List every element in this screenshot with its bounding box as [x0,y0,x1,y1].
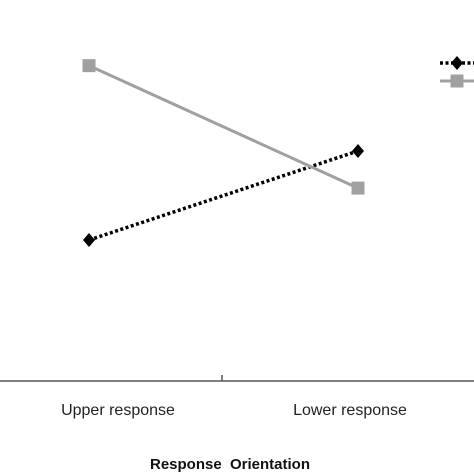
x-axis-title: Response Orientation [150,456,310,473]
data-point [83,233,95,248]
series-line [88,64,359,190]
legend-marker [450,74,464,88]
data-point [82,59,96,73]
legend-entry [440,56,474,70]
series-layer [82,59,365,248]
legend-marker [451,56,463,70]
x-tick-labels: Upper response Lower response [61,402,407,419]
legend-entry [440,74,474,88]
series-line [88,149,359,242]
data-point [352,143,364,158]
legend [440,56,474,88]
series-1 [83,143,364,248]
series-2 [82,59,365,195]
x-axis [0,375,474,382]
x-tick-label: Upper response [61,402,175,419]
data-point [351,181,365,195]
x-tick-label: Lower response [293,402,407,419]
